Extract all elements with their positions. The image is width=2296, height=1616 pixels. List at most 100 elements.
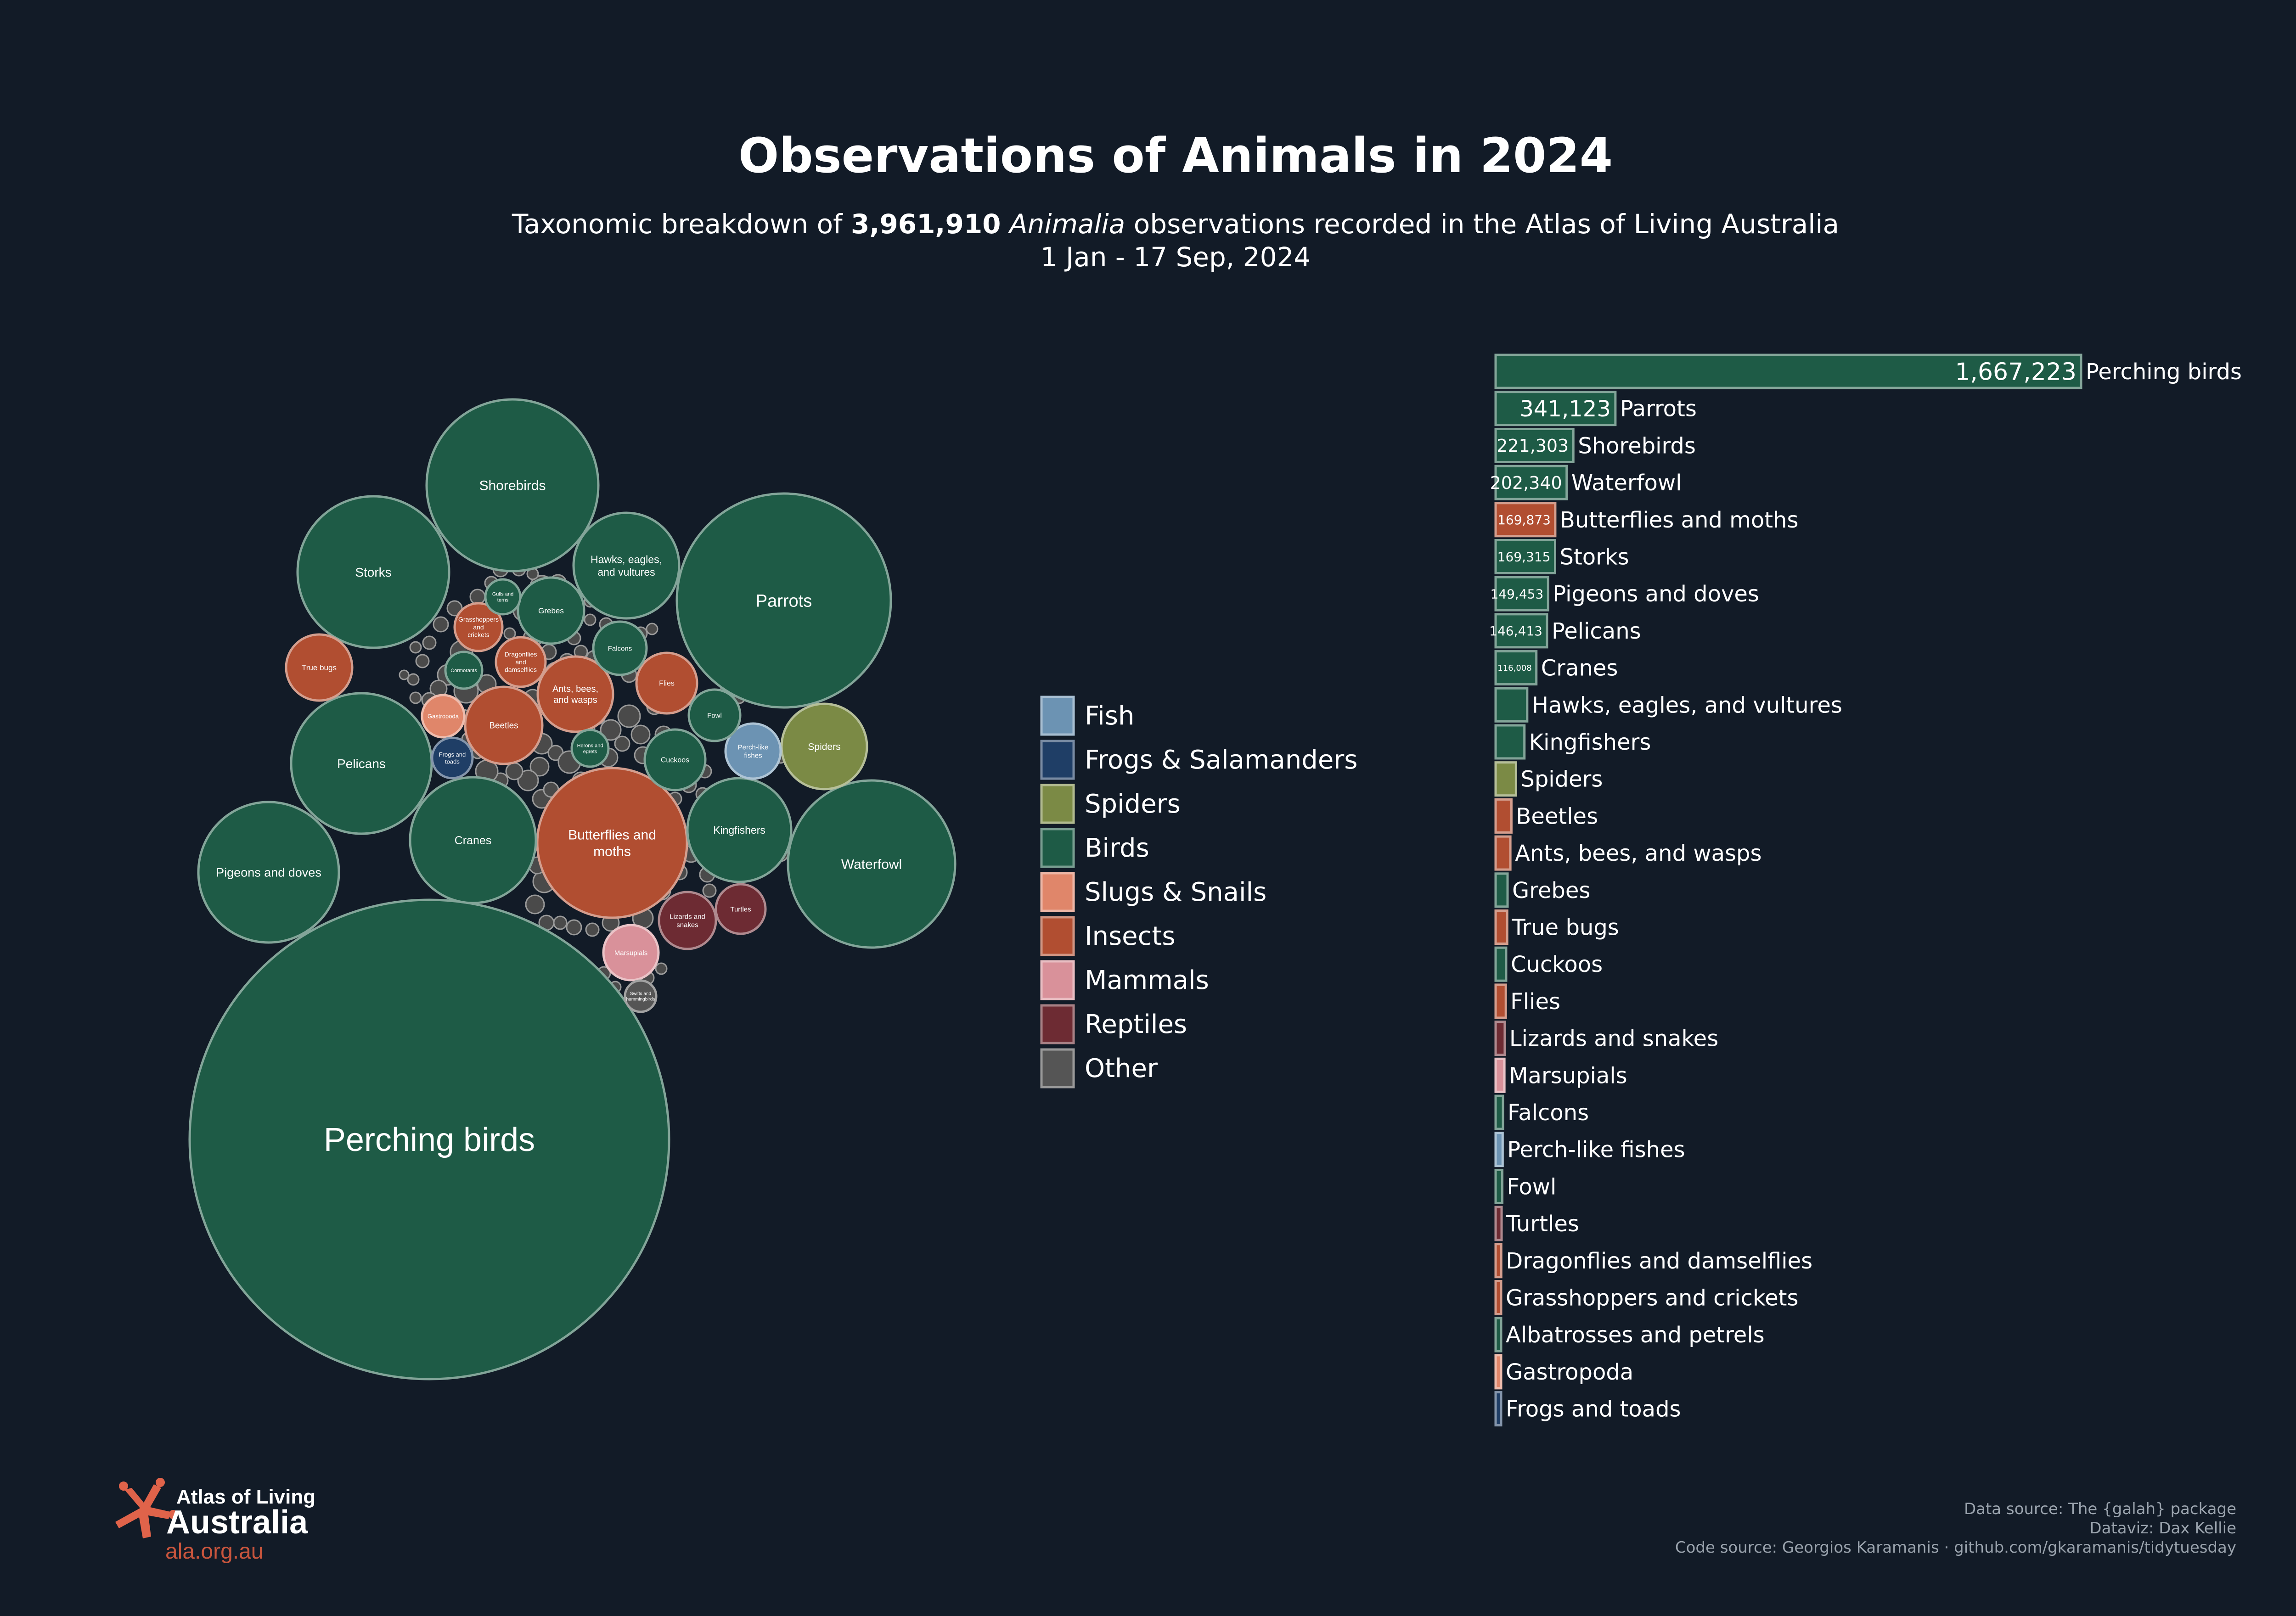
bubble-label-parrots: Parrots bbox=[756, 591, 812, 611]
bar-lizards-and-snakes bbox=[1494, 1021, 1506, 1056]
bar-category-falcons: Falcons bbox=[1508, 1100, 1589, 1126]
bar-category-cranes: Cranes bbox=[1541, 656, 1618, 681]
bar-fowl bbox=[1494, 1168, 1504, 1204]
bubble-cuckoos bbox=[643, 728, 707, 791]
bar-category-albatrosses-and-petrels: Albatrosses and petrels bbox=[1506, 1322, 1765, 1348]
bubble-label-ants-bees-and-wasps: Ants, bees, and wasps bbox=[552, 684, 598, 705]
bubble-other-24 bbox=[529, 757, 550, 777]
bubble-gulls-and-terns bbox=[484, 578, 522, 616]
bubble-other-63 bbox=[566, 919, 582, 936]
bar-value-waterfowl: 202,340 bbox=[1490, 473, 1562, 493]
bubble-other-101 bbox=[399, 669, 410, 680]
bubble-label-marsupials: Marsupials bbox=[614, 949, 648, 957]
bar-albatrosses-and-petrels bbox=[1494, 1317, 1503, 1352]
bubble-label-fowl: Fowl bbox=[707, 712, 722, 719]
bar-parrots bbox=[1494, 391, 1617, 426]
bar-beetles bbox=[1494, 798, 1513, 834]
credit-code-source: Code source: Georgios Karamanis · github… bbox=[1675, 1538, 2236, 1557]
bar-perch-like-fishes bbox=[1494, 1132, 1504, 1167]
bubble-storks bbox=[296, 495, 450, 649]
bubble-perching-birds bbox=[188, 898, 670, 1380]
bar-category-pigeons-and-doves: Pigeons and doves bbox=[1553, 581, 1759, 607]
legend-label-slugs-snails: Slugs & Snails bbox=[1085, 877, 1266, 907]
bubble-herons-and-egrets bbox=[570, 729, 610, 768]
bar-turtles bbox=[1494, 1206, 1503, 1241]
legend-swatch-mammals bbox=[1040, 960, 1075, 1000]
bubble-label-lizards-and-snakes: Lizards and snakes bbox=[670, 913, 705, 929]
bubble-grebes bbox=[517, 576, 585, 645]
bubble-label-flies: Flies bbox=[659, 680, 675, 688]
bubble-other-52 bbox=[407, 673, 420, 686]
bubble-label-dragonflies-and-damselflies: Dragonflies and damselflies bbox=[505, 651, 537, 673]
bubble-label-true-bugs: True bugs bbox=[302, 663, 337, 672]
bubble-label-perch-like-fishes: Perch-like fishes bbox=[738, 743, 769, 759]
bar-pigeons-and-doves bbox=[1494, 576, 1549, 612]
bar-category-grasshoppers-and-crickets: Grasshoppers and crickets bbox=[1506, 1285, 1798, 1311]
bar-value-butterflies-and-moths: 169,873 bbox=[1497, 512, 1551, 527]
legend-label-reptiles: Reptiles bbox=[1085, 1010, 1187, 1039]
bubble-other-50 bbox=[422, 635, 437, 650]
bar-value-storks: 169,315 bbox=[1497, 550, 1551, 565]
bubble-label-butterflies-and-moths: Butterflies and moths bbox=[568, 828, 656, 859]
bubble-perch-like-fishes bbox=[724, 722, 782, 780]
bar-category-perch-like-fishes: Perch-like fishes bbox=[1507, 1137, 1685, 1163]
bar-category-butterflies-and-moths: Butterflies and moths bbox=[1560, 507, 1799, 533]
bubble-label-grasshoppers-and-crickets: Grasshoppers and crickets bbox=[458, 616, 499, 639]
logo-url: ala.org.au bbox=[165, 1539, 264, 1564]
bubble-label-cranes: Cranes bbox=[455, 834, 492, 847]
bubble-kingfishers bbox=[686, 777, 793, 883]
bar-pelicans bbox=[1494, 613, 1548, 649]
bubble-label-swifts-and-hummingbirds: Swifts and hummingbirds bbox=[626, 992, 655, 1002]
legend-swatch-slugs-snails bbox=[1040, 872, 1075, 912]
bubble-beetles bbox=[464, 685, 544, 765]
chart-title: Observations of Animals in 2024 bbox=[738, 128, 1613, 184]
bubble-pigeons-and-doves bbox=[197, 801, 340, 944]
bubble-swifts-and-hummingbirds bbox=[624, 979, 658, 1013]
bar-category-grebes: Grebes bbox=[1512, 878, 1590, 903]
bar-value-pelicans: 146,413 bbox=[1489, 623, 1542, 639]
legend-label-birds: Birds bbox=[1085, 833, 1149, 863]
bubble-pelicans bbox=[290, 692, 433, 835]
ala-logo: Atlas of Living Australia ala.org.au bbox=[115, 1478, 315, 1564]
bar-category-beetles: Beetles bbox=[1516, 803, 1598, 829]
bubble-label-shorebirds: Shorebirds bbox=[479, 478, 546, 494]
bubble-ants-bees-and-wasps bbox=[536, 655, 614, 733]
legend-label-fish: Fish bbox=[1085, 701, 1134, 731]
bubble-gastropoda bbox=[421, 694, 466, 739]
bubble-lizards-and-snakes bbox=[658, 891, 717, 950]
bubble-label-kingfishers: Kingfishers bbox=[713, 824, 765, 836]
bubble-marsupials bbox=[602, 924, 660, 982]
bubble-other-72 bbox=[702, 883, 717, 898]
bar-grebes bbox=[1494, 872, 1509, 908]
bubble-cranes bbox=[409, 776, 537, 904]
ala-logo-mark-icon bbox=[115, 1478, 178, 1538]
bubble-label-beetles: Beetles bbox=[489, 721, 518, 731]
bubble-label-falcons: Falcons bbox=[608, 645, 632, 652]
bubble-other-48 bbox=[446, 600, 463, 617]
bar-category-gastropoda: Gastropoda bbox=[1506, 1359, 1633, 1385]
chart-subtitle: Taxonomic breakdown of 3,961,910 Animali… bbox=[512, 208, 1839, 240]
bar-value-parrots: 341,123 bbox=[1519, 396, 1611, 422]
credit-dataviz: Dataviz: Dax Kellie bbox=[2089, 1519, 2236, 1537]
bar-frogs-and-toads bbox=[1494, 1391, 1503, 1427]
bubble-other-100 bbox=[409, 641, 422, 654]
legend-label-insects: Insects bbox=[1085, 921, 1176, 951]
legend-swatch-frogs-salamanders bbox=[1040, 740, 1075, 780]
bar-category-lizards-and-snakes: Lizards and snakes bbox=[1509, 1026, 1718, 1052]
bubble-label-grebes: Grebes bbox=[538, 606, 564, 615]
bubble-other-21 bbox=[617, 704, 641, 728]
bar-category-marsupials: Marsupials bbox=[1509, 1063, 1627, 1089]
bar-falcons bbox=[1494, 1094, 1504, 1130]
bubble-other-91 bbox=[584, 613, 597, 626]
bar-true-bugs bbox=[1494, 909, 1508, 945]
bar-perching-birds bbox=[1494, 354, 2082, 389]
bar-category-kingfishers: Kingfishers bbox=[1529, 729, 1651, 755]
bubble-label-hawks-eagles-and-vultures: Hawks, eagles, and vultures bbox=[591, 553, 662, 578]
bar-category-waterfowl: Waterfowl bbox=[1571, 470, 1682, 496]
bar-storks bbox=[1494, 539, 1556, 574]
bubble-label-gastropoda: Gastropoda bbox=[428, 713, 459, 720]
bar-category-frogs-and-toads: Frogs and toads bbox=[1506, 1397, 1681, 1422]
bubble-other-57 bbox=[525, 894, 545, 915]
bubble-hawks-eagles-and-vultures bbox=[572, 511, 681, 620]
bubble-label-turtles: Turtles bbox=[730, 905, 751, 913]
